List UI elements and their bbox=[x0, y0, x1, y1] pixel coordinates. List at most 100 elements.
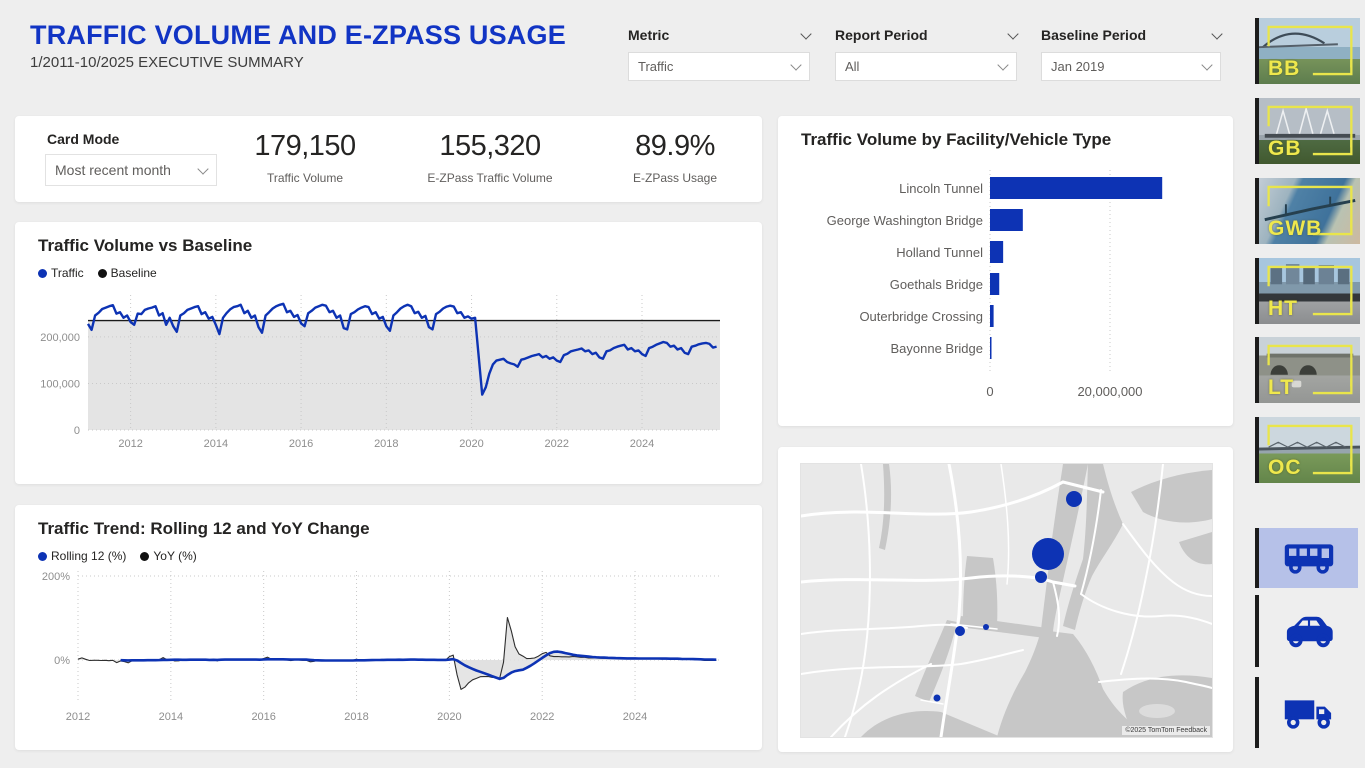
svg-text:0: 0 bbox=[74, 425, 80, 437]
viewfinder-bracket-icon bbox=[1267, 265, 1353, 316]
facility-photo bbox=[1259, 441, 1360, 451]
slicer-metric-dropdown[interactable]: Traffic bbox=[628, 52, 810, 81]
svg-text:2022: 2022 bbox=[530, 711, 554, 723]
truck-icon bbox=[1284, 699, 1331, 729]
svg-text:George Washington Bridge: George Washington Bridge bbox=[827, 213, 983, 228]
svg-text:2018: 2018 bbox=[374, 438, 398, 450]
facility-code-label: BB bbox=[1268, 57, 1301, 80]
facility-bar-chart[interactable]: 0 20,000,000 Lincoln Tunnel George Washingt… bbox=[800, 162, 1211, 420]
svg-text:20,000,000: 20,000,000 bbox=[1077, 384, 1142, 399]
facility-code-label: GB bbox=[1268, 137, 1302, 160]
legend-dot-traffic bbox=[38, 268, 47, 278]
facility-button-gb[interactable]: GB bbox=[1255, 98, 1360, 164]
legend-dot-rolling12 bbox=[38, 551, 47, 561]
map-bubble-bayonne-bridge bbox=[983, 624, 989, 630]
svg-text:2012: 2012 bbox=[118, 438, 142, 450]
kpi-ezpass-traffic-volume: 155,320 E-ZPass Traffic Volume bbox=[395, 130, 585, 185]
map-bubble-holland-tunnel bbox=[1035, 571, 1047, 583]
facility-button-bb[interactable]: BB bbox=[1255, 18, 1360, 84]
viewfinder-bracket-icon bbox=[1267, 424, 1353, 475]
svg-text:Holland Tunnel: Holland Tunnel bbox=[896, 245, 983, 260]
chevron-down-icon bbox=[197, 162, 209, 175]
facility-code-label: OC bbox=[1268, 456, 1302, 479]
slicer-report-period-dropdown[interactable]: All bbox=[835, 52, 1017, 81]
viewfinder-bracket-icon bbox=[1267, 344, 1353, 395]
svg-text:100,000: 100,000 bbox=[40, 378, 80, 390]
card-mode-value: Most recent month bbox=[55, 162, 171, 178]
kpi-value: 89.9% bbox=[635, 130, 715, 162]
page-subtitle: 1/2011-10/2025 EXECUTIVE SUMMARY bbox=[30, 54, 304, 71]
slicer-report-period: Report Period All bbox=[835, 24, 1019, 81]
kpi-card: Card Mode Most recent month 179,150 Traf… bbox=[15, 116, 762, 202]
svg-text:2020: 2020 bbox=[437, 711, 461, 723]
slicer-baseline-period-value: Jan 2019 bbox=[1051, 59, 1105, 74]
map-bubble-george-washington-bridge bbox=[1066, 491, 1082, 507]
facility-button-lt[interactable]: LT bbox=[1255, 337, 1360, 403]
viewfinder-bracket-icon bbox=[1267, 105, 1353, 156]
facility-map-card: ©2025 TomTom Feedback bbox=[778, 447, 1233, 752]
facility-code-label: LT bbox=[1268, 376, 1295, 399]
svg-text:2012: 2012 bbox=[66, 711, 90, 723]
kpi-label: E-ZPass Traffic Volume bbox=[427, 171, 553, 185]
chart-title: Traffic Trend: Rolling 12 and YoY Change bbox=[38, 519, 370, 538]
bus-filter-button[interactable] bbox=[1255, 528, 1358, 588]
chevron-down-icon bbox=[997, 59, 1009, 71]
chevron-down-icon[interactable] bbox=[800, 27, 812, 40]
map-bubble-outerbridge-crossing bbox=[933, 694, 941, 702]
svg-text:0: 0 bbox=[986, 384, 993, 399]
slicer-metric: Metric Traffic bbox=[628, 24, 812, 81]
svg-text:Lincoln Tunnel: Lincoln Tunnel bbox=[899, 181, 983, 196]
chevron-down-icon bbox=[1201, 59, 1213, 71]
legend-label: YoY (%) bbox=[153, 549, 197, 563]
svg-text:2024: 2024 bbox=[623, 711, 647, 723]
facility-code-label: HT bbox=[1268, 297, 1298, 320]
svg-text:200%: 200% bbox=[42, 571, 70, 583]
facility-photo bbox=[1264, 105, 1356, 138]
facility-photo bbox=[1266, 353, 1354, 388]
car-filter-button[interactable] bbox=[1255, 595, 1358, 667]
slicer-baseline-period-dropdown[interactable]: Jan 2019 bbox=[1041, 52, 1221, 81]
chevron-down-icon[interactable] bbox=[1211, 27, 1223, 40]
svg-text:Bayonne Bridge: Bayonne Bridge bbox=[890, 341, 983, 356]
svg-text:2014: 2014 bbox=[159, 711, 183, 723]
kpi-ezpass-usage: 89.9% E-ZPass Usage bbox=[580, 130, 770, 185]
facility-code-label: GWB bbox=[1268, 217, 1323, 240]
chart-title: Traffic Volume vs Baseline bbox=[38, 236, 253, 255]
legend-label: Traffic bbox=[51, 266, 84, 280]
svg-text:2022: 2022 bbox=[545, 438, 569, 450]
viewfinder-bracket-icon bbox=[1267, 185, 1353, 236]
map-bubble-lincoln-tunnel bbox=[1032, 538, 1064, 570]
legend-dot-baseline bbox=[97, 268, 107, 278]
map-bubble-goethals-bridge bbox=[955, 626, 965, 636]
page-title: TRAFFIC VOLUME AND E-ZPASS USAGE bbox=[30, 20, 566, 50]
chevron-down-icon[interactable] bbox=[1007, 27, 1019, 40]
legend-dot-yoy bbox=[140, 551, 150, 561]
slicer-baseline-period: Baseline Period Jan 2019 bbox=[1041, 24, 1223, 81]
svg-text:2016: 2016 bbox=[251, 711, 275, 723]
svg-text:Goethals Bridge: Goethals Bridge bbox=[890, 277, 983, 292]
traffic-vs-baseline-chart[interactable]: 2012 2014 2016 2018 2020 2022 2024 0 100,000 200,… bbox=[23, 284, 740, 454]
facility-button-ht[interactable]: HT bbox=[1255, 258, 1360, 324]
traffic-vs-baseline-card: Traffic Volume vs Baseline Traffic Basel… bbox=[15, 222, 762, 484]
slicer-metric-label: Metric bbox=[628, 27, 670, 43]
map-attribution[interactable]: ©2025 TomTom Feedback bbox=[1122, 726, 1210, 735]
card-mode-label: Card Mode bbox=[47, 131, 120, 147]
facility-button-gwb[interactable]: GWB bbox=[1255, 178, 1360, 244]
chevron-down-icon bbox=[790, 59, 802, 71]
rolling-yoy-chart[interactable]: 2012 2014 2016 2018 2020 2022 2024 200% 0% bbox=[23, 563, 740, 735]
slicer-report-period-value: All bbox=[845, 59, 860, 74]
kpi-value: 179,150 bbox=[254, 130, 356, 162]
svg-text:2020: 2020 bbox=[459, 438, 483, 450]
svg-text:0%: 0% bbox=[54, 655, 70, 667]
facility-map[interactable]: ©2025 TomTom Feedback bbox=[799, 462, 1213, 739]
truck-filter-button[interactable] bbox=[1255, 677, 1358, 748]
svg-text:2018: 2018 bbox=[344, 711, 368, 723]
kpi-value: 155,320 bbox=[439, 130, 541, 162]
rolling-yoy-card: Traffic Trend: Rolling 12 and YoY Change… bbox=[15, 505, 762, 750]
facility-photo bbox=[1264, 196, 1356, 222]
facility-button-oc[interactable]: OC bbox=[1255, 417, 1360, 483]
svg-text:Outerbridge Crossing: Outerbridge Crossing bbox=[859, 309, 983, 324]
card-mode-dropdown[interactable]: Most recent month bbox=[45, 154, 217, 186]
chart-legend: Traffic Baseline bbox=[38, 266, 157, 280]
